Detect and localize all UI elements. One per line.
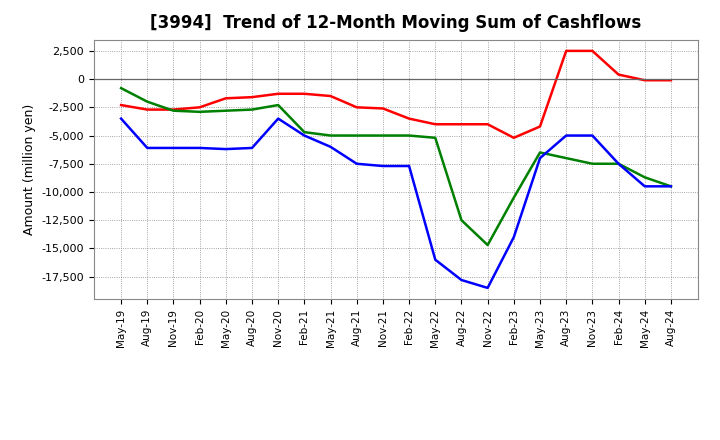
Free Cashflow <box>536 155 544 161</box>
Operating Cashflow <box>640 77 649 83</box>
Free Cashflow <box>117 116 125 121</box>
Free Cashflow <box>640 183 649 189</box>
Investing Cashflow <box>248 107 256 112</box>
Investing Cashflow <box>562 155 570 161</box>
Investing Cashflow <box>379 133 387 138</box>
Investing Cashflow <box>117 85 125 91</box>
Investing Cashflow <box>667 183 675 189</box>
Investing Cashflow <box>326 133 335 138</box>
Free Cashflow <box>510 235 518 240</box>
Line: Investing Cashflow: Investing Cashflow <box>121 88 671 245</box>
Operating Cashflow <box>300 91 309 96</box>
Free Cashflow <box>195 145 204 150</box>
Operating Cashflow <box>536 124 544 129</box>
Investing Cashflow <box>588 161 597 166</box>
Free Cashflow <box>300 133 309 138</box>
Investing Cashflow <box>274 103 282 108</box>
Operating Cashflow <box>379 106 387 111</box>
Free Cashflow <box>379 163 387 169</box>
Operating Cashflow <box>562 48 570 54</box>
Free Cashflow <box>326 144 335 150</box>
Free Cashflow <box>457 277 466 282</box>
Free Cashflow <box>222 147 230 152</box>
Investing Cashflow <box>352 133 361 138</box>
Operating Cashflow <box>195 105 204 110</box>
Free Cashflow <box>614 161 623 166</box>
Investing Cashflow <box>222 108 230 114</box>
Free Cashflow <box>169 145 178 150</box>
Investing Cashflow <box>169 108 178 114</box>
Free Cashflow <box>143 145 152 150</box>
Title: [3994]  Trend of 12-Month Moving Sum of Cashflows: [3994] Trend of 12-Month Moving Sum of C… <box>150 15 642 33</box>
Investing Cashflow <box>536 150 544 155</box>
Operating Cashflow <box>248 95 256 100</box>
Investing Cashflow <box>143 99 152 104</box>
Investing Cashflow <box>457 217 466 223</box>
Free Cashflow <box>405 163 413 169</box>
Y-axis label: Amount (million yen): Amount (million yen) <box>23 104 36 235</box>
Operating Cashflow <box>483 121 492 127</box>
Operating Cashflow <box>667 77 675 83</box>
Free Cashflow <box>431 257 440 262</box>
Operating Cashflow <box>457 121 466 127</box>
Free Cashflow <box>588 133 597 138</box>
Free Cashflow <box>248 145 256 150</box>
Operating Cashflow <box>405 116 413 121</box>
Investing Cashflow <box>431 135 440 140</box>
Free Cashflow <box>274 116 282 121</box>
Operating Cashflow <box>614 72 623 77</box>
Investing Cashflow <box>510 195 518 200</box>
Operating Cashflow <box>326 93 335 99</box>
Free Cashflow <box>562 133 570 138</box>
Free Cashflow <box>352 161 361 166</box>
Operating Cashflow <box>143 107 152 112</box>
Investing Cashflow <box>614 161 623 166</box>
Operating Cashflow <box>588 48 597 54</box>
Operating Cashflow <box>169 107 178 112</box>
Operating Cashflow <box>117 103 125 108</box>
Investing Cashflow <box>640 175 649 180</box>
Investing Cashflow <box>300 129 309 135</box>
Operating Cashflow <box>274 91 282 96</box>
Line: Operating Cashflow: Operating Cashflow <box>121 51 671 138</box>
Line: Free Cashflow: Free Cashflow <box>121 119 671 288</box>
Investing Cashflow <box>405 133 413 138</box>
Operating Cashflow <box>352 105 361 110</box>
Investing Cashflow <box>483 242 492 248</box>
Operating Cashflow <box>222 95 230 101</box>
Free Cashflow <box>667 183 675 189</box>
Free Cashflow <box>483 285 492 290</box>
Operating Cashflow <box>510 135 518 140</box>
Operating Cashflow <box>431 121 440 127</box>
Investing Cashflow <box>195 109 204 114</box>
